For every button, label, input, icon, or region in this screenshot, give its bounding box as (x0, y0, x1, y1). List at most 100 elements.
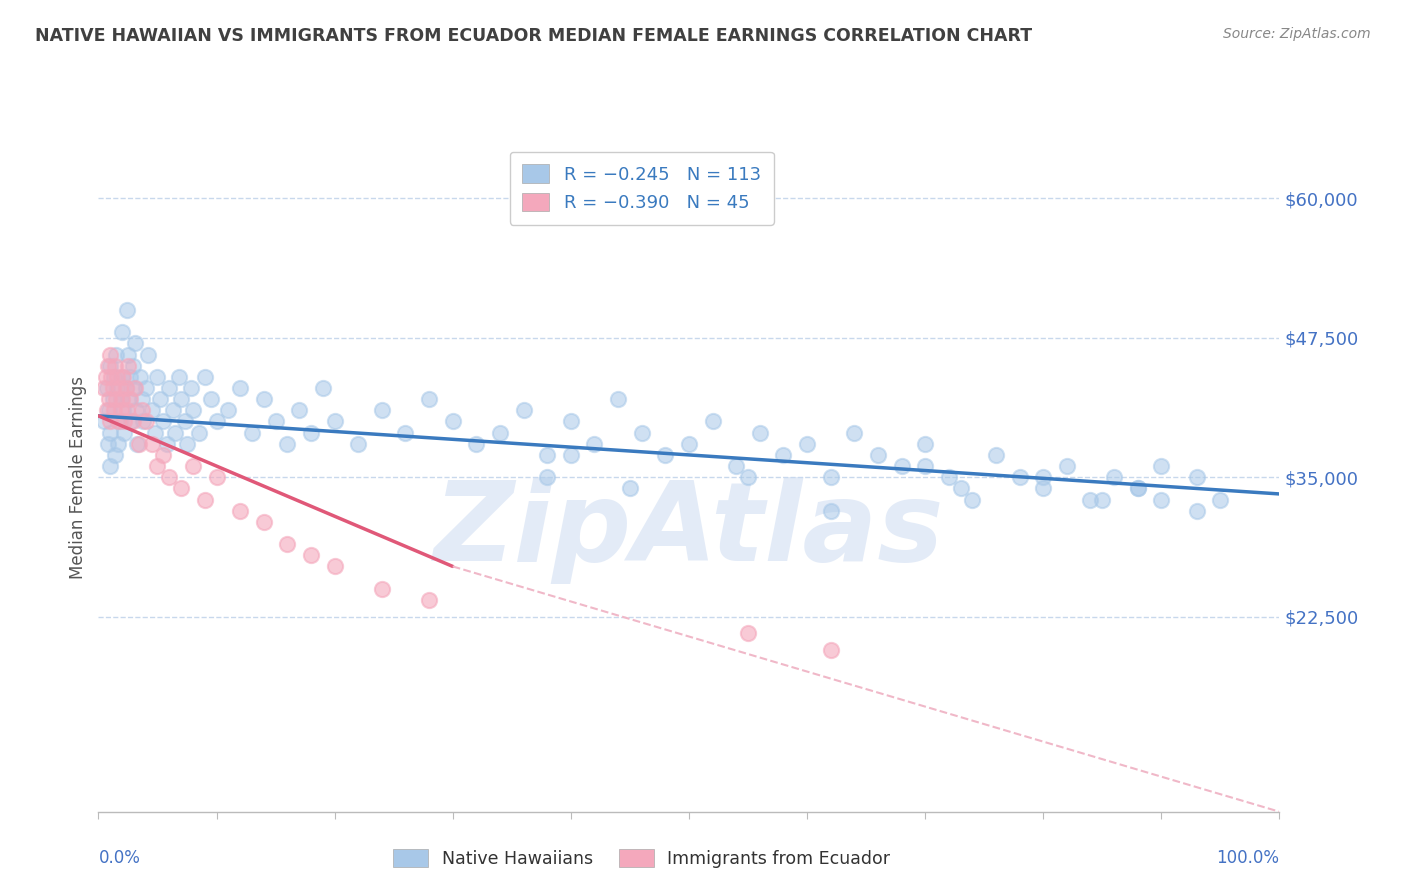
Point (394, 425, 416, 440)
Point (418, 592, 440, 607)
Point (120, 369, 142, 384)
Point (136, 348, 159, 362)
Point (820, 470, 842, 484)
Point (737, 626, 759, 640)
Point (678, 437, 700, 451)
Point (194, 369, 217, 384)
Point (112, 403, 135, 417)
Point (103, 369, 125, 384)
Point (125, 403, 148, 417)
Point (914, 437, 936, 451)
Point (187, 425, 209, 440)
Point (418, 392, 440, 407)
Point (1008, 470, 1031, 484)
Point (796, 437, 818, 451)
Point (1209, 492, 1232, 507)
Point (1126, 482, 1149, 496)
Point (949, 482, 972, 496)
Point (914, 458, 936, 473)
Point (127, 437, 149, 451)
Point (162, 403, 184, 417)
Point (165, 425, 187, 440)
Point (98, 348, 121, 362)
Point (654, 448, 676, 462)
Point (264, 414, 287, 429)
Point (115, 403, 138, 417)
Point (104, 359, 127, 373)
Point (962, 492, 984, 507)
Point (100, 369, 122, 384)
Point (146, 458, 169, 473)
Point (104, 448, 127, 462)
Point (107, 414, 129, 429)
Point (607, 392, 630, 407)
Point (820, 503, 842, 517)
Point (110, 392, 132, 407)
Point (135, 414, 157, 429)
Point (141, 437, 163, 451)
Point (111, 325, 134, 339)
Point (149, 392, 172, 407)
Point (1032, 470, 1054, 484)
Point (152, 414, 174, 429)
Point (156, 437, 179, 451)
Legend: Native Hawaiians, Immigrants from Ecuador: Native Hawaiians, Immigrants from Ecuado… (384, 840, 898, 877)
Point (1032, 482, 1054, 496)
Point (1150, 492, 1173, 507)
Point (105, 392, 128, 407)
Point (371, 403, 394, 417)
Point (131, 403, 153, 417)
Point (890, 458, 912, 473)
Point (117, 359, 139, 373)
Point (112, 414, 135, 429)
Point (217, 403, 239, 417)
Point (1126, 482, 1149, 496)
Point (98, 458, 121, 473)
Point (114, 381, 136, 395)
Point (1080, 492, 1102, 507)
Point (112, 369, 135, 384)
Point (152, 448, 174, 462)
Point (984, 448, 1007, 462)
Point (143, 425, 166, 440)
Point (157, 381, 180, 395)
Point (97, 359, 120, 373)
Point (560, 448, 582, 462)
Point (111, 392, 134, 407)
Point (200, 392, 222, 407)
Point (157, 470, 180, 484)
Point (107, 437, 129, 451)
Point (98, 425, 121, 440)
Point (560, 414, 582, 429)
Point (105, 381, 128, 395)
Point (110, 403, 132, 417)
Point (170, 392, 193, 407)
Point (1056, 458, 1078, 473)
Point (108, 381, 131, 395)
Point (194, 492, 217, 507)
Point (93, 414, 115, 429)
Point (98, 392, 121, 407)
Point (630, 425, 652, 440)
Point (844, 425, 866, 440)
Point (101, 392, 124, 407)
Point (312, 381, 335, 395)
Point (748, 425, 770, 440)
Point (93, 381, 115, 395)
Point (276, 437, 298, 451)
Point (112, 425, 135, 440)
Point (299, 548, 322, 563)
Point (583, 437, 606, 451)
Point (176, 437, 198, 451)
Point (120, 392, 142, 407)
Point (131, 392, 153, 407)
Point (323, 559, 346, 574)
Point (866, 448, 889, 462)
Point (240, 425, 263, 440)
Point (132, 414, 155, 429)
Text: ZipAtlas: ZipAtlas (433, 477, 945, 584)
Point (121, 414, 143, 429)
Point (135, 381, 157, 395)
Point (108, 414, 131, 429)
Point (205, 470, 228, 484)
